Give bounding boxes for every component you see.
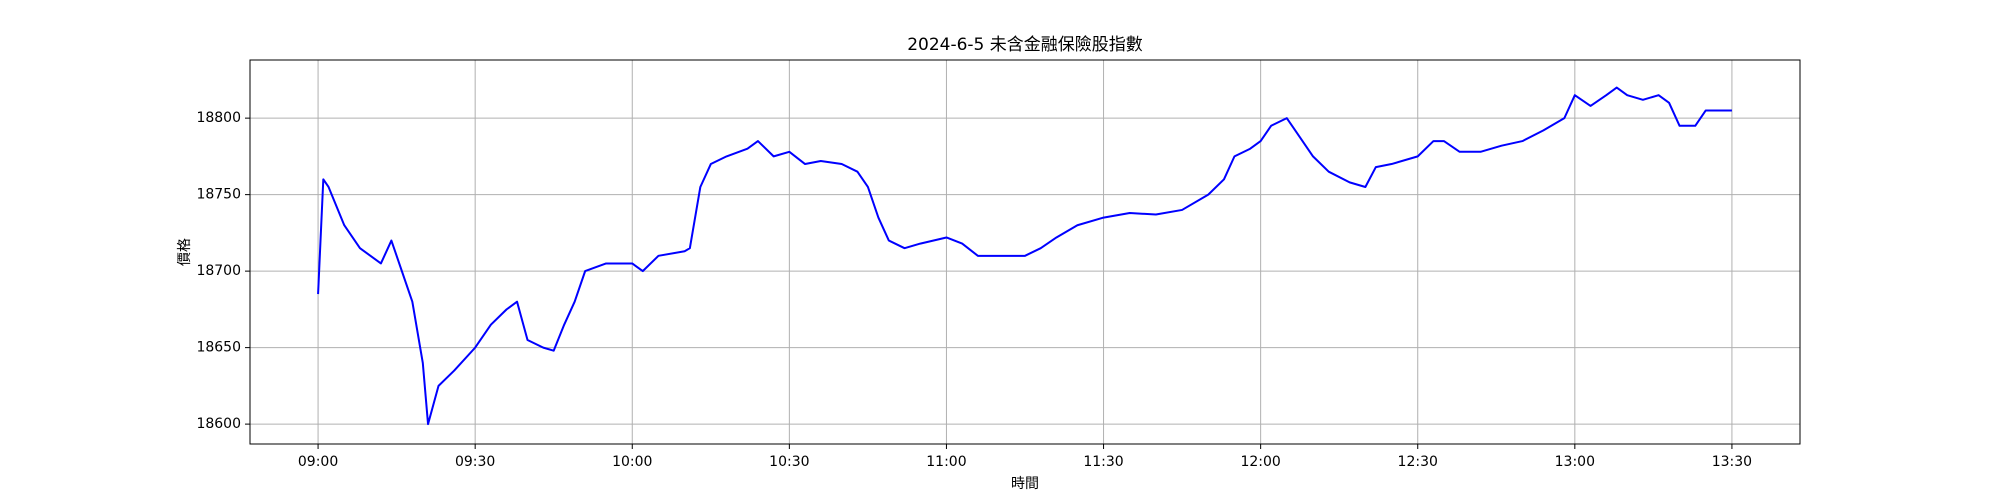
x-tick-label: 11:30: [1083, 454, 1123, 470]
x-tick-label: 10:30: [769, 454, 809, 470]
x-axis-label: 時間: [1011, 476, 1039, 492]
x-tick-label: 12:00: [1240, 454, 1280, 470]
plot-frame: [249, 59, 1801, 445]
y-tick-label: 18700: [196, 263, 241, 279]
x-tick-label: 10:00: [612, 454, 652, 470]
y-tick-label: 18750: [196, 187, 241, 203]
chart-title: 2024-6-5 未含金融保險股指數: [907, 35, 1143, 55]
x-tick-label: 09:30: [455, 454, 495, 470]
y-tick-label: 18600: [196, 416, 241, 432]
y-tick-label: 18800: [196, 110, 241, 126]
y-tick-label: 18650: [196, 340, 241, 356]
x-tick-label: 12:30: [1398, 454, 1438, 470]
price-line: [317, 86, 1732, 426]
x-tick-label: 13:00: [1555, 454, 1595, 470]
x-tick-label: 13:30: [1712, 454, 1752, 470]
x-tick-label: 11:00: [926, 454, 966, 470]
x-tick-label: 09:00: [298, 454, 338, 470]
y-axis-label: 價格: [176, 238, 193, 266]
